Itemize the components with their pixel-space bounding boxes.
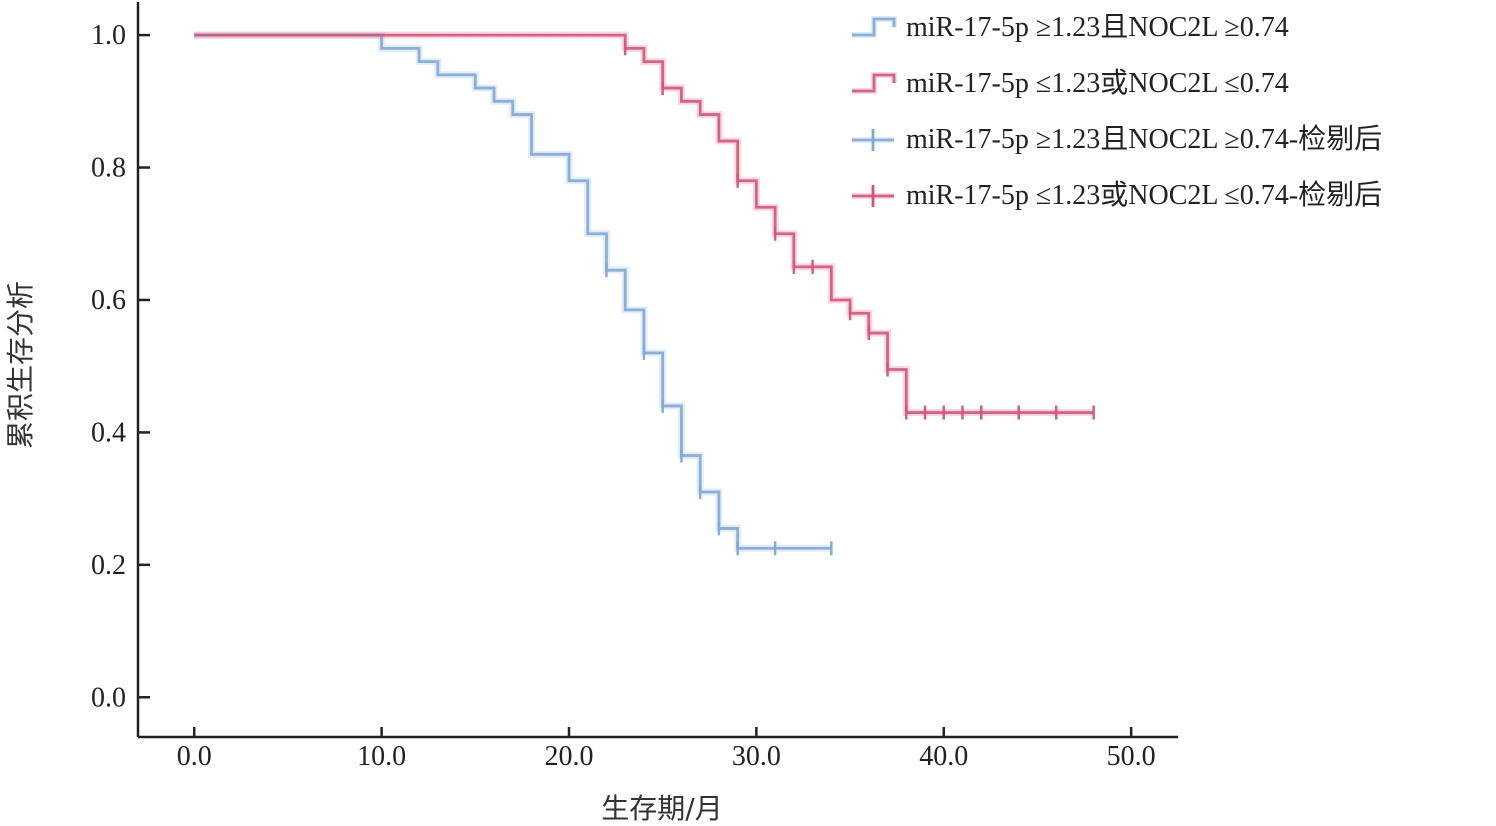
series-layer xyxy=(194,31,1095,556)
series-1 xyxy=(194,31,833,556)
legend-label: miR-17-5p ≥1.23且NOC2L ≥0.74-检剔后 xyxy=(906,123,1382,155)
legend-item-4: miR-17-5p ≤1.23或NOC2L ≤0.74-检剔后 xyxy=(852,179,1382,211)
x-axis-title: 生存期/月 xyxy=(601,792,722,825)
x-tick-label: 0.0 xyxy=(177,741,212,772)
y-ticks: 0.0 0.2 0.4 0.6 0.8 1.0 xyxy=(91,20,150,713)
series-2 xyxy=(194,31,1095,420)
y-tick-label: 0.0 xyxy=(91,682,126,713)
x-tick-label: 40.0 xyxy=(919,741,968,772)
legend-item-2: miR-17-5p ≤1.23或NOC2L ≤0.74 xyxy=(852,67,1289,99)
legend: miR-17-5p ≥1.23且NOC2L ≥0.74 miR-17-5p ≤1.… xyxy=(852,12,1382,211)
x-ticks: 0.0 10.0 20.0 30.0 40.0 50.0 xyxy=(177,727,1156,772)
axes xyxy=(136,2,1178,739)
x-tick-label: 30.0 xyxy=(732,741,781,772)
legend-line-swatch xyxy=(852,17,896,37)
x-tick-label: 10.0 xyxy=(357,741,406,772)
legend-label: miR-17-5p ≥1.23且NOC2L ≥0.74 xyxy=(906,12,1289,43)
legend-label: miR-17-5p ≤1.23或NOC2L ≤0.74 xyxy=(906,67,1289,99)
survival-curve xyxy=(194,33,832,550)
y-tick-label: 1.0 xyxy=(91,20,126,51)
legend-item-1: miR-17-5p ≥1.23且NOC2L ≥0.74 xyxy=(852,12,1289,43)
legend-label: miR-17-5p ≤1.23或NOC2L ≤0.74-检剔后 xyxy=(906,179,1382,211)
legend-item-3: miR-17-5p ≥1.23且NOC2L ≥0.74-检剔后 xyxy=(852,123,1382,155)
y-tick-label: 0.2 xyxy=(91,550,126,581)
legend-line-swatch xyxy=(852,73,896,93)
x-tick-label: 50.0 xyxy=(1107,741,1156,772)
y-axis-title: 累积生存分析 xyxy=(4,281,37,449)
y-tick-label: 0.6 xyxy=(91,285,126,316)
x-tick-label: 20.0 xyxy=(544,741,593,772)
y-tick-label: 0.4 xyxy=(91,417,126,448)
y-tick-label: 0.8 xyxy=(91,153,126,184)
